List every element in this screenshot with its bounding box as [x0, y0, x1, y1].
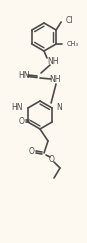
Text: O: O	[29, 147, 35, 156]
Text: CH₃: CH₃	[67, 41, 79, 47]
Text: Cl: Cl	[66, 17, 74, 26]
Text: NH: NH	[49, 76, 61, 85]
Text: HN: HN	[18, 70, 30, 79]
Text: O: O	[19, 118, 25, 127]
Text: O: O	[49, 155, 55, 164]
Text: N: N	[56, 104, 62, 113]
Text: HN: HN	[11, 104, 23, 113]
Text: NH: NH	[47, 57, 59, 66]
